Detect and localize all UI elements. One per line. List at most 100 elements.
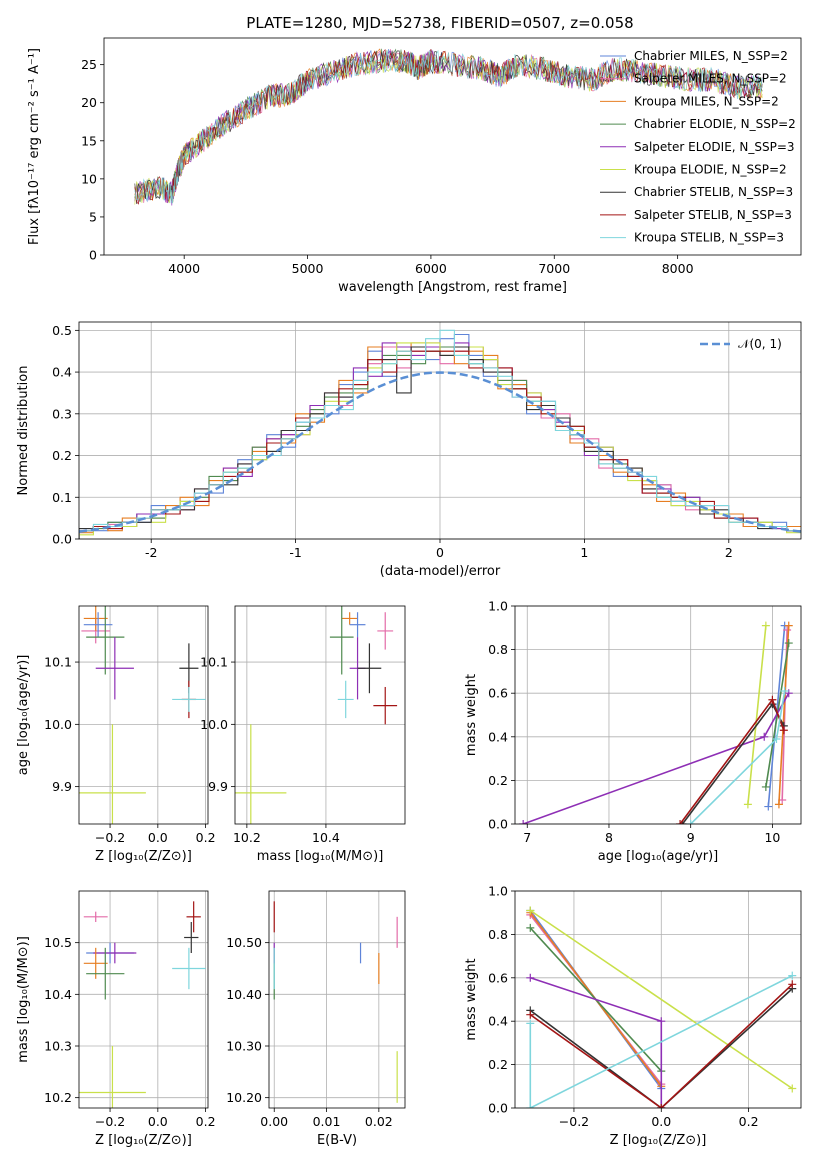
ticks: −0.2 0.0 0.2 10.2 10.3 10.4 10.5: [44, 935, 215, 1129]
x-tick-label: 10.4: [312, 830, 340, 845]
y-tick-label: 1.0: [488, 599, 508, 614]
grid-lines: [79, 891, 208, 1108]
ticks: −0.2 0.0 0.2 0.0 0.2 0.4 0.6 0.8 1.0: [488, 884, 758, 1130]
weight-point-marker: [772, 734, 781, 743]
x-tick-label: 0.2: [196, 1114, 216, 1129]
x-tick-label: 2: [725, 545, 733, 560]
axes-frame: [78, 605, 209, 825]
y-tick-label: 10.30: [226, 1039, 262, 1054]
x-tick-label: 0.01: [313, 1114, 341, 1129]
y-tick-label: 0.8: [488, 927, 508, 942]
y-tick-label: 10.5: [44, 935, 72, 950]
weight-series-line: [529, 909, 793, 1090]
axes-frame: [514, 605, 802, 825]
y-tick-label: 10.1: [200, 655, 228, 670]
y-tick-label: 0.8: [488, 642, 508, 657]
y-tick-label: 10.0: [44, 717, 72, 732]
x-tick-label: -1: [289, 545, 301, 560]
errorbar-points: [273, 901, 398, 1103]
grid-lines: [235, 606, 405, 824]
weight-point-marker: [784, 689, 793, 698]
spectrum-series-line: [134, 49, 763, 204]
axes-frame: [514, 890, 802, 1109]
y-tick-label: 10.20: [226, 1090, 262, 1105]
y-tick-label: 0.5: [52, 323, 72, 338]
y-axis-label: age [log₁₀(age/yr)]: [16, 655, 31, 776]
y-tick-label: 9.9: [208, 779, 228, 794]
ticks: 0.00 0.01 0.02 10.20 10.30 10.40 10.50: [226, 935, 393, 1129]
weight-point-marker: [526, 1104, 535, 1108]
errorbar-point: [83, 606, 108, 631]
x-tick-label: -2: [145, 545, 157, 560]
weight-point-marker: [788, 971, 797, 980]
legend-entry: Chabrier MILES, N_SSP=2: [634, 49, 788, 63]
ticks: 7 8 9 10 0.0 0.2 0.4 0.6 0.8 1.0: [488, 599, 780, 846]
y-tick-label: 5: [89, 209, 97, 224]
weight-point-marker: [784, 639, 793, 648]
weight-lines: [526, 906, 797, 1108]
y-tick-label: 0.2: [52, 448, 72, 463]
grid-lines: [515, 890, 801, 1109]
x-tick-label: 0.00: [260, 1114, 288, 1129]
errorbar-point: [186, 901, 201, 933]
axes-frame: [268, 890, 406, 1109]
y-tick-label: 10.2: [44, 1090, 72, 1105]
errorbar-point: [79, 1046, 146, 1108]
weight-series-line: [529, 988, 793, 1108]
normal-curve: [79, 371, 801, 533]
y-tick-label: 0.4: [52, 365, 72, 380]
figure-title: PLATE=1280, MJD=52738, FIBERID=0507, z=0…: [246, 14, 633, 32]
errorbar-point: [172, 686, 206, 712]
grid-lines: [269, 891, 405, 1108]
errorbar-point: [86, 606, 125, 675]
x-tick-label: 7: [523, 830, 531, 845]
weight-point-marker: [657, 1104, 666, 1108]
x-tick-label: 6000: [415, 261, 447, 276]
errorbar-point: [79, 724, 146, 824]
x-tick-label: 9: [687, 830, 695, 845]
errorbar-point: [377, 612, 394, 650]
weight-point-marker: [788, 980, 797, 989]
errorbar-point: [86, 947, 125, 1000]
mass-vs-ebv-panel: 0.00 0.01 0.02 10.20 10.30 10.40 10.50 E(B-V): [226, 890, 406, 1148]
x-tick-label: −0.2: [95, 1114, 125, 1129]
y-tick-label: 10.4: [44, 987, 72, 1002]
y-tick-label: 0.0: [52, 532, 72, 547]
y-tick-label: 0.6: [488, 686, 508, 701]
x-tick-label: 0.0: [651, 1114, 671, 1129]
x-axis-label: age [log₁₀(age/yr)]: [598, 849, 719, 864]
x-axis-label: mass [log₁₀(M/M⊙)]: [257, 849, 384, 864]
y-tick-label: 0: [89, 248, 97, 263]
x-tick-label: 5000: [292, 261, 324, 276]
weight-point-marker: [526, 973, 535, 982]
y-tick-label: 1.0: [488, 884, 508, 899]
x-tick-label: 1: [580, 545, 588, 560]
x-tick-label: 10: [764, 830, 780, 845]
errorbar-point: [83, 612, 113, 638]
weight-point-marker: [743, 800, 752, 809]
y-tick-label: 10.3: [44, 1039, 72, 1054]
weight-point-marker: [780, 687, 789, 696]
x-tick-label: 7000: [538, 261, 570, 276]
spectrum-lines: [134, 48, 763, 206]
weight-point-marker: [519, 820, 528, 824]
errorbar-point: [235, 724, 287, 824]
weight-point-marker: [761, 621, 770, 630]
ticks: 4000 5000 6000 7000 8000 0 5 10 15 20 25: [81, 57, 693, 276]
y-tick-label: 10.50: [226, 935, 262, 950]
weight-lines: [519, 621, 793, 824]
errorbar-point: [373, 686, 398, 725]
weight-point-marker: [526, 923, 535, 932]
age-vs-metallicity-panel: −0.2 0.0 0.2 9.9 10.0 10.1 Z [log₁₀(Z/Z⊙)] age …: [16, 605, 216, 864]
grid-lines: [79, 606, 208, 824]
weight-series-line: [529, 983, 793, 1108]
x-axis-label: (data-model)/error: [380, 564, 501, 579]
weight-point-marker: [526, 1019, 535, 1028]
y-tick-label: 25: [81, 57, 97, 72]
weight-point-marker: [676, 820, 685, 824]
y-tick-label: 10.0: [200, 717, 228, 732]
x-tick-label: 8000: [662, 261, 694, 276]
y-tick-label: 0.0: [488, 817, 508, 832]
y-axis-label: mass [log₁₀(M/M⊙)]: [16, 936, 31, 1063]
axes-frame: [78, 890, 209, 1109]
